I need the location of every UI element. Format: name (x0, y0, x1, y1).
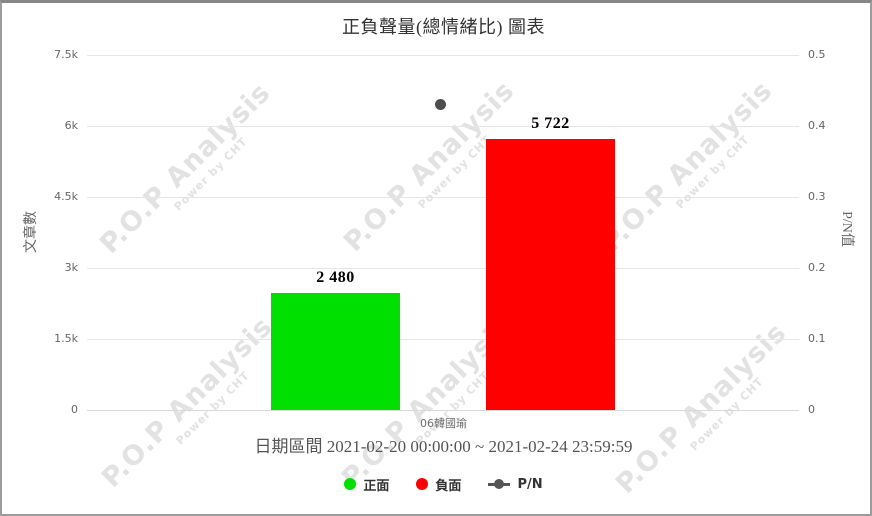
y-axis-title-right: P/N值 (839, 211, 854, 247)
chart-title: 正負聲量(總情緒比) 圖表 (342, 17, 545, 37)
legend-item-positive[interactable]: 正面 (344, 475, 389, 494)
pn-axis-tick-label: 0 (808, 403, 815, 416)
gridline (87, 268, 799, 269)
gridline (87, 126, 799, 127)
pn-axis-tick-label: 0.4 (808, 119, 826, 132)
positive-bar[interactable] (271, 292, 400, 410)
y-axis-tick-label: 7.5k (54, 48, 78, 61)
y-axis-title-left: 文章數 (24, 211, 39, 253)
plot-area: 0 0 1.5k 0.1 3k 0.2 4.5k 0.3 6k 0.4 7.5k 0.5 2 480 5 … (2, 3, 870, 514)
negative-bar[interactable] (486, 139, 615, 410)
gridline (87, 197, 799, 198)
legend-item-pn[interactable]: P/N (488, 476, 543, 492)
x-axis-category-label: 06韓國瑜 (420, 417, 467, 430)
y-axis-tick-label: 4.5k (54, 190, 78, 203)
pn-axis-tick-label: 0.1 (808, 332, 826, 345)
pn-marker[interactable] (434, 99, 446, 111)
y-axis-tick-label: 3k (64, 261, 78, 274)
legend-label: P/N (517, 476, 543, 492)
legend-marker-line-dot (488, 478, 511, 490)
legend: 正面 負面 P/N (87, 471, 800, 497)
pn-axis-tick-label: 0.2 (808, 261, 826, 274)
chart-subtitle: 日期區間 2021-02-20 00:00:00 ~ 2021-02-24 23… (254, 437, 633, 456)
legend-marker-circle (344, 478, 357, 490)
legend-item-negative[interactable]: 負面 (416, 475, 461, 494)
y-axis-tick-label: 0 (71, 403, 78, 416)
legend-marker-circle (416, 478, 429, 490)
y-axis-tick-label: 6k (64, 119, 78, 132)
bar-value-label: 2 480 (316, 268, 355, 286)
gridline (87, 339, 799, 340)
gridline (87, 410, 799, 411)
legend-label: 負面 (435, 478, 462, 494)
pn-axis-tick-label: 0.5 (808, 48, 826, 61)
bar-value-label: 5 722 (531, 115, 570, 133)
pn-axis-tick-label: 0.3 (808, 190, 826, 203)
legend-marker-dot (494, 479, 505, 489)
y-axis-tick-label: 1.5k (54, 332, 78, 345)
legend-label: 正面 (363, 478, 390, 494)
gridline (87, 55, 799, 56)
